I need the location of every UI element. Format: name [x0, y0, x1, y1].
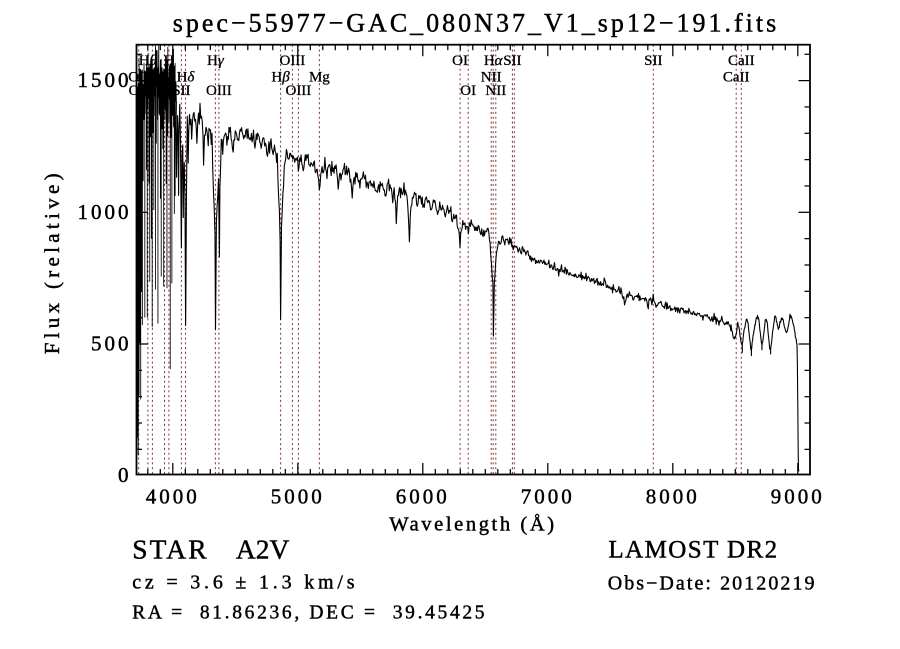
svg-text:Wavelength (Å): Wavelength (Å): [389, 514, 556, 536]
svg-text:H: H: [163, 53, 174, 69]
svg-text:0: 0: [118, 463, 132, 487]
svg-text:A2V: A2V: [236, 533, 290, 564]
svg-text:Hθ: Hθ: [139, 53, 158, 69]
svg-text:Obs−Date: 20120219: Obs−Date: 20120219: [608, 573, 817, 595]
svg-text:RA = 81.86236, DEC = 39.4542: RA = 81.86236, DEC = 39.45425: [132, 603, 487, 624]
svg-text:Hγ: Hγ: [207, 53, 225, 69]
svg-text:1500: 1500: [78, 68, 132, 92]
svg-text:Hα: Hα: [484, 53, 504, 69]
svg-text:OII: OII: [128, 70, 149, 86]
svg-text:Flux (relative): Flux (relative): [40, 169, 64, 354]
svg-text:1000: 1000: [78, 200, 132, 224]
svg-text:OIII: OIII: [279, 53, 305, 69]
svg-text:cz = 3.6 ± 1.3 km/s: cz = 3.6 ± 1.3 km/s: [132, 572, 358, 594]
svg-text:Mg: Mg: [309, 70, 330, 86]
svg-text:K: K: [159, 70, 170, 86]
svg-text:Hβ: Hβ: [271, 70, 290, 86]
svg-text:NII: NII: [481, 70, 502, 86]
svg-text:6000: 6000: [396, 485, 450, 509]
svg-text:5000: 5000: [271, 485, 325, 509]
svg-text:OIII: OIII: [206, 83, 232, 99]
svg-text:LAMOST DR2: LAMOST DR2: [608, 537, 778, 564]
svg-text:9000: 9000: [771, 485, 825, 509]
svg-text:SII: SII: [503, 53, 521, 69]
svg-text:STAR: STAR: [132, 533, 209, 564]
svg-text:spec−55977−GAC_080N37_V1_sp12−: spec−55977−GAC_080N37_V1_sp12−191.fits: [173, 9, 779, 38]
svg-text:500: 500: [91, 332, 132, 356]
svg-text:NII: NII: [485, 83, 506, 99]
svg-text:OII: OII: [129, 83, 150, 99]
svg-text:Hδ: Hδ: [177, 70, 196, 86]
svg-text:OI: OI: [452, 53, 468, 69]
svg-text:8000: 8000: [646, 485, 700, 509]
svg-text:CaII: CaII: [728, 53, 755, 69]
svg-text:OIII: OIII: [285, 83, 311, 99]
svg-text:OI: OI: [460, 83, 476, 99]
svg-text:SII: SII: [172, 83, 190, 99]
svg-text:4000: 4000: [146, 485, 200, 509]
svg-text:SII: SII: [644, 53, 662, 69]
svg-text:7000: 7000: [521, 485, 575, 509]
svg-text:CaII: CaII: [723, 70, 750, 86]
